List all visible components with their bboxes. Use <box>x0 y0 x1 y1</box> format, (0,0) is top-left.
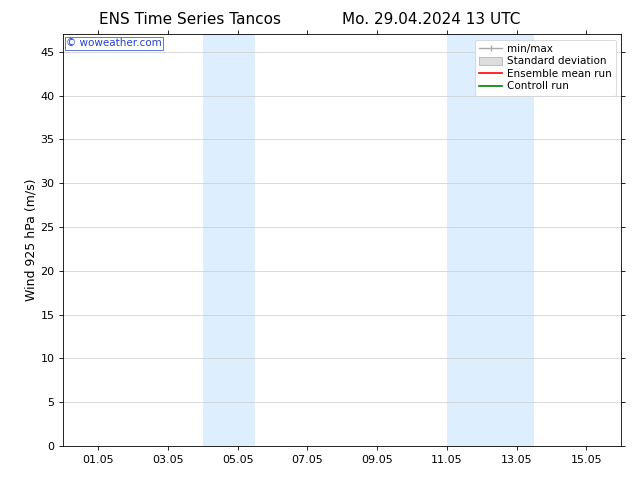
Text: ENS Time Series Tancos: ENS Time Series Tancos <box>99 12 281 27</box>
Text: Mo. 29.04.2024 13 UTC: Mo. 29.04.2024 13 UTC <box>342 12 521 27</box>
Bar <box>203 34 255 446</box>
Bar <box>447 34 534 446</box>
Y-axis label: Wind 925 hPa (m/s): Wind 925 hPa (m/s) <box>25 179 37 301</box>
Text: © woweather.com: © woweather.com <box>66 38 162 49</box>
Legend: min/max, Standard deviation, Ensemble mean run, Controll run: min/max, Standard deviation, Ensemble me… <box>475 40 616 96</box>
